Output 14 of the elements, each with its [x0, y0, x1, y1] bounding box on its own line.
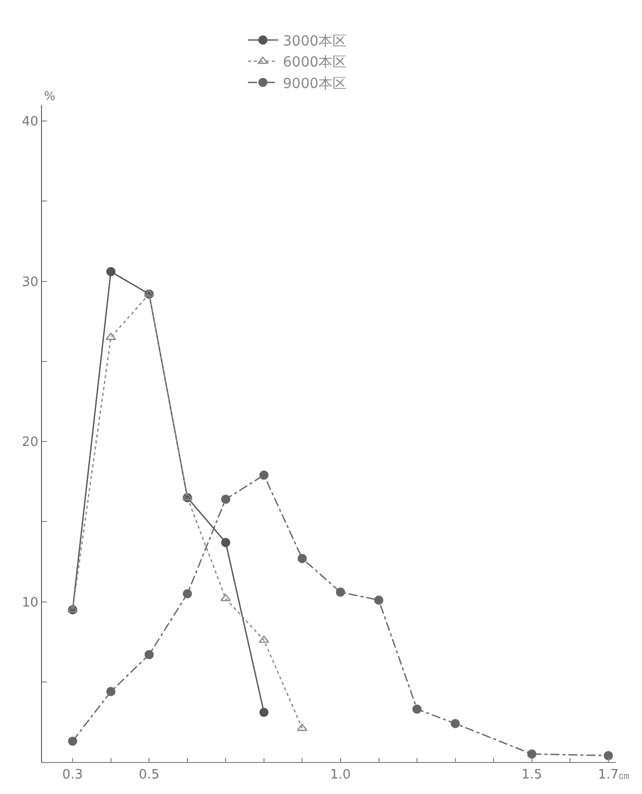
- y-axis-title: %: [44, 89, 56, 103]
- x-tick-label: 1.5: [521, 768, 542, 783]
- x-tick-label: 0.3: [62, 768, 83, 783]
- y-tick-label: 20: [22, 435, 38, 450]
- y-tick-label: 30: [22, 274, 38, 290]
- x-tick-label: 0.5: [138, 768, 160, 783]
- x-axis-title: ㎝: [618, 768, 630, 782]
- legend-label: 3000本区: [282, 33, 347, 50]
- legend-label: 6000本区: [282, 54, 347, 71]
- y-tick-label: 10: [22, 595, 38, 610]
- x-tick-label: 1.0: [330, 768, 351, 783]
- x-tick-label: 1.7: [598, 768, 619, 783]
- legend-label: 9000本区: [282, 76, 347, 92]
- y-tick-label: 40: [22, 114, 38, 130]
